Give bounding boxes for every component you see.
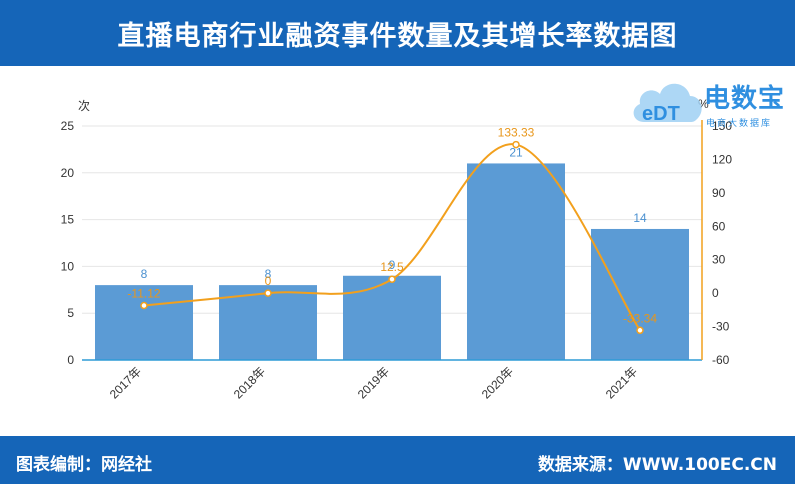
y2-tick-label: 120 (712, 152, 732, 166)
x-tick-label: 2017年 (107, 364, 144, 401)
y2-axis-unit: % (698, 97, 709, 111)
x-tick-label: 2019年 (355, 364, 392, 401)
y2-tick-label: -30 (712, 320, 730, 334)
line-point (636, 326, 644, 335)
bar-value-label: 8 (265, 267, 272, 281)
logo-sub-text: 电商大数据库 (706, 119, 773, 129)
bar-value-label: 14 (633, 211, 647, 225)
y2-tick-label: 60 (712, 219, 726, 233)
brand-logo: eDT 电数宝 电商大数据库 (628, 70, 790, 132)
y2-tick-label: 150 (712, 119, 732, 133)
line-value-label: 0 (265, 274, 272, 288)
y2-tick-label: 30 (712, 253, 726, 267)
y2-tick-label: 0 (712, 286, 719, 300)
line-value-label: 12.5 (380, 260, 404, 274)
y2-tick-label: -60 (712, 353, 730, 367)
line-point (512, 140, 520, 149)
line-point (140, 301, 148, 310)
y-tick-label: 0 (67, 353, 74, 367)
line-point (388, 275, 396, 283)
y-tick-label: 15 (61, 213, 75, 227)
logo-brand-text: 电数宝 (704, 84, 786, 114)
bar (95, 285, 193, 360)
bar-value-label: 8 (141, 267, 148, 281)
y-tick-label: 25 (61, 119, 75, 133)
chart-area: 0 5 10 15 20 25 -60 -30 0 30 60 90 120 150 次% 2017年 2018… (0, 66, 795, 436)
line-value-label: 133.33 (498, 126, 535, 140)
y-axis-unit: 次 (78, 99, 90, 113)
logo-mark: eDT (642, 103, 680, 125)
y2-tick-label: 90 (712, 186, 726, 200)
y-tick-label: 10 (61, 259, 75, 273)
y-tick-label: 20 (61, 166, 75, 180)
x-tick-label: 2018年 (231, 364, 268, 401)
y-tick-label: 5 (67, 306, 74, 320)
x-tick-label: 2021年 (603, 364, 640, 401)
line-point (264, 289, 272, 297)
bar (591, 228, 689, 360)
bar (343, 275, 441, 360)
bar-value-label: 9 (389, 258, 396, 272)
bar-value-label: 21 (509, 145, 523, 159)
footer-source: 数据来源：WWW.100EC.CN (537, 455, 777, 475)
x-tick-label: 2020年 (479, 364, 516, 401)
footer-compiler: 图表编制：网经社 (16, 455, 152, 475)
growth-rate-line (143, 143, 641, 331)
bar (467, 163, 565, 360)
line-value-label: -33.34 (623, 311, 657, 325)
page-title: 直播电商行业融资事件数量及其增长率数据图 (117, 20, 678, 52)
cloud-icon: eDT (633, 83, 702, 125)
line-value-label: -11.12 (127, 287, 160, 301)
chart-footer: 图表编制：网经社 数据来源：WWW.100EC.CN (0, 436, 795, 484)
bar (219, 285, 317, 360)
chart-header: 直播电商行业融资事件数量及其增长率数据图 (0, 0, 795, 66)
